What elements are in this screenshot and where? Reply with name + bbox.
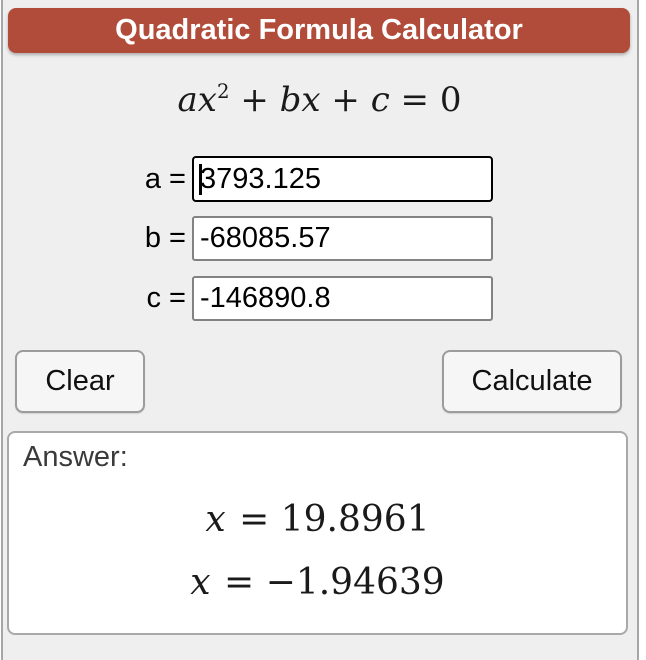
solution-2-value: −1.94639 bbox=[265, 562, 445, 603]
formula-exponent: 2 bbox=[216, 79, 230, 103]
answer-label: Answer: bbox=[23, 441, 128, 473]
coefficient-c-input[interactable] bbox=[192, 276, 493, 321]
coefficient-b-input[interactable] bbox=[192, 216, 493, 261]
formula-plus-sign-2: + bbox=[320, 80, 371, 120]
calculate-button[interactable]: Calculate bbox=[442, 350, 622, 413]
formula-term-ax: ax bbox=[177, 80, 217, 120]
formula-equals-zero: = 0 bbox=[389, 80, 462, 120]
coefficient-a-label: a = bbox=[144, 163, 186, 195]
solution-1-variable: x bbox=[205, 499, 226, 540]
equation-display: ax2 + bx + c = 0 bbox=[0, 77, 639, 123]
page-title: Quadratic Formula Calculator bbox=[115, 14, 523, 46]
formula-plus-sign-1: + bbox=[229, 80, 280, 120]
solution-2-variable: x bbox=[190, 562, 211, 603]
coefficient-c-label: c = bbox=[146, 282, 187, 314]
solution-2-equals-sign: = bbox=[212, 562, 266, 603]
solution-1-value: 19.8961 bbox=[280, 499, 430, 540]
text-caret bbox=[199, 164, 202, 195]
formula-term-bx: bx bbox=[279, 80, 321, 120]
formula-term-c: c bbox=[370, 80, 390, 120]
title-bar: Quadratic Formula Calculator bbox=[8, 8, 630, 53]
coefficient-b-label: b = bbox=[144, 222, 186, 254]
coefficient-a-input[interactable] bbox=[192, 156, 493, 202]
solution-1-equals-sign: = bbox=[227, 499, 281, 540]
solution-line-1: x = 19.8961 bbox=[9, 499, 626, 541]
clear-button[interactable]: Clear bbox=[15, 350, 145, 413]
solution-line-2: x = −1.94639 bbox=[9, 562, 626, 604]
answer-panel: Answer: x = 19.8961 x = −1.94639 bbox=[7, 431, 628, 635]
